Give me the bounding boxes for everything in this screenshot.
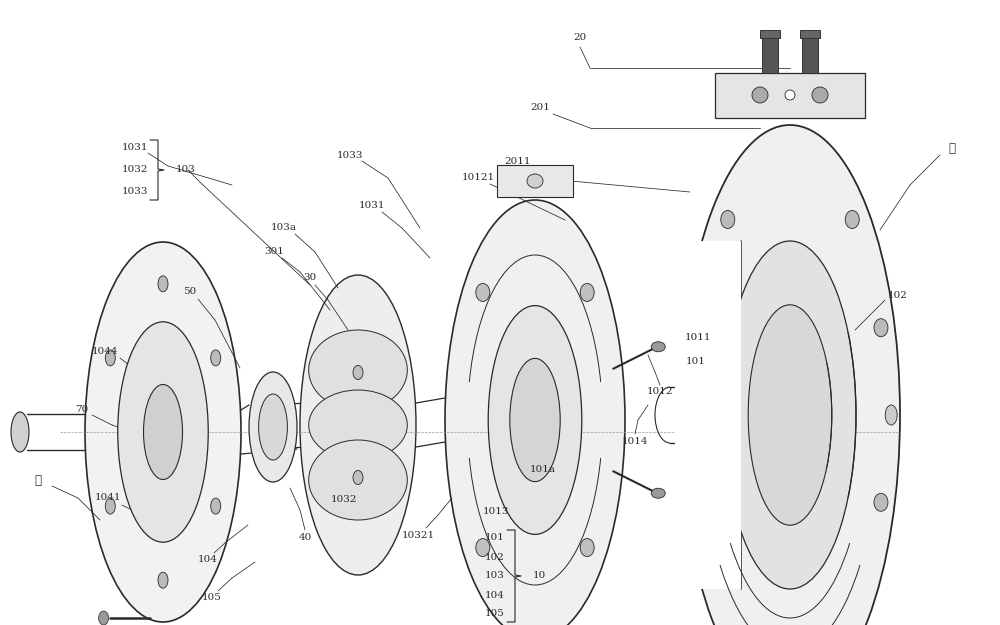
Ellipse shape [353,366,363,379]
Polygon shape [675,241,740,589]
Text: 1012: 1012 [647,388,673,396]
Ellipse shape [158,572,168,588]
Text: 103: 103 [485,571,505,581]
Text: 50: 50 [183,288,197,296]
Text: 301: 301 [264,248,284,256]
Ellipse shape [249,372,297,482]
Ellipse shape [527,174,543,188]
Text: 1011: 1011 [685,334,711,342]
Text: 后: 后 [948,141,956,154]
Text: 105: 105 [485,609,505,619]
Ellipse shape [476,539,490,556]
Ellipse shape [11,412,29,452]
Ellipse shape [812,87,828,103]
Text: 20: 20 [573,34,587,42]
Text: 103a: 103a [271,224,297,232]
Ellipse shape [580,284,594,301]
Ellipse shape [510,358,560,482]
Text: 101a: 101a [530,466,556,474]
Ellipse shape [259,394,287,460]
Text: 1031: 1031 [359,201,385,209]
Text: 103: 103 [176,166,196,174]
Ellipse shape [845,211,859,229]
Ellipse shape [158,276,168,292]
Ellipse shape [476,284,490,301]
Ellipse shape [885,405,897,425]
Text: 1033: 1033 [122,188,148,196]
Ellipse shape [99,611,109,625]
Ellipse shape [211,350,221,366]
Ellipse shape [874,319,888,337]
Ellipse shape [211,498,221,514]
Text: 10: 10 [533,571,546,581]
Ellipse shape [309,330,407,410]
Bar [802,35,818,73]
Bar [800,30,820,38]
Ellipse shape [353,471,363,484]
Ellipse shape [651,342,665,352]
Bar [760,30,780,38]
Text: 前: 前 [34,474,42,486]
Ellipse shape [580,539,594,556]
Ellipse shape [445,200,625,625]
Ellipse shape [118,322,208,542]
Ellipse shape [488,306,582,534]
Ellipse shape [85,242,241,622]
Text: 104: 104 [198,556,218,564]
Text: 201: 201 [530,104,550,112]
Text: 1044: 1044 [92,348,118,356]
Bar [762,35,778,73]
Text: 1014: 1014 [622,436,648,446]
Text: 105: 105 [202,594,222,602]
Text: 1032: 1032 [122,166,148,174]
Bar [715,73,865,118]
Text: 10121: 10121 [461,174,495,182]
Ellipse shape [721,211,735,229]
Text: 102: 102 [485,552,505,561]
Ellipse shape [144,384,182,479]
Text: 2011: 2011 [505,158,531,166]
Ellipse shape [309,390,407,460]
Ellipse shape [724,241,856,589]
Ellipse shape [105,350,115,366]
Text: 1032: 1032 [331,496,357,504]
Text: 30: 30 [303,274,317,282]
Text: 104: 104 [485,591,505,599]
Ellipse shape [748,305,832,525]
Text: 40: 40 [298,534,312,542]
Text: 101: 101 [485,534,505,542]
Ellipse shape [309,440,407,520]
Ellipse shape [785,90,795,100]
Text: 1013: 1013 [483,508,509,516]
Text: 1033: 1033 [337,151,363,159]
Ellipse shape [300,275,416,575]
Ellipse shape [680,125,900,625]
Text: 70: 70 [75,406,89,414]
Ellipse shape [752,87,768,103]
Ellipse shape [874,493,888,511]
Text: 1031: 1031 [122,144,148,152]
Ellipse shape [651,488,665,498]
Text: 102: 102 [888,291,908,299]
Bar [497,165,573,197]
Ellipse shape [105,498,115,514]
Text: 10321: 10321 [401,531,435,539]
Text: 101: 101 [686,357,706,366]
Text: 1041: 1041 [95,494,121,502]
